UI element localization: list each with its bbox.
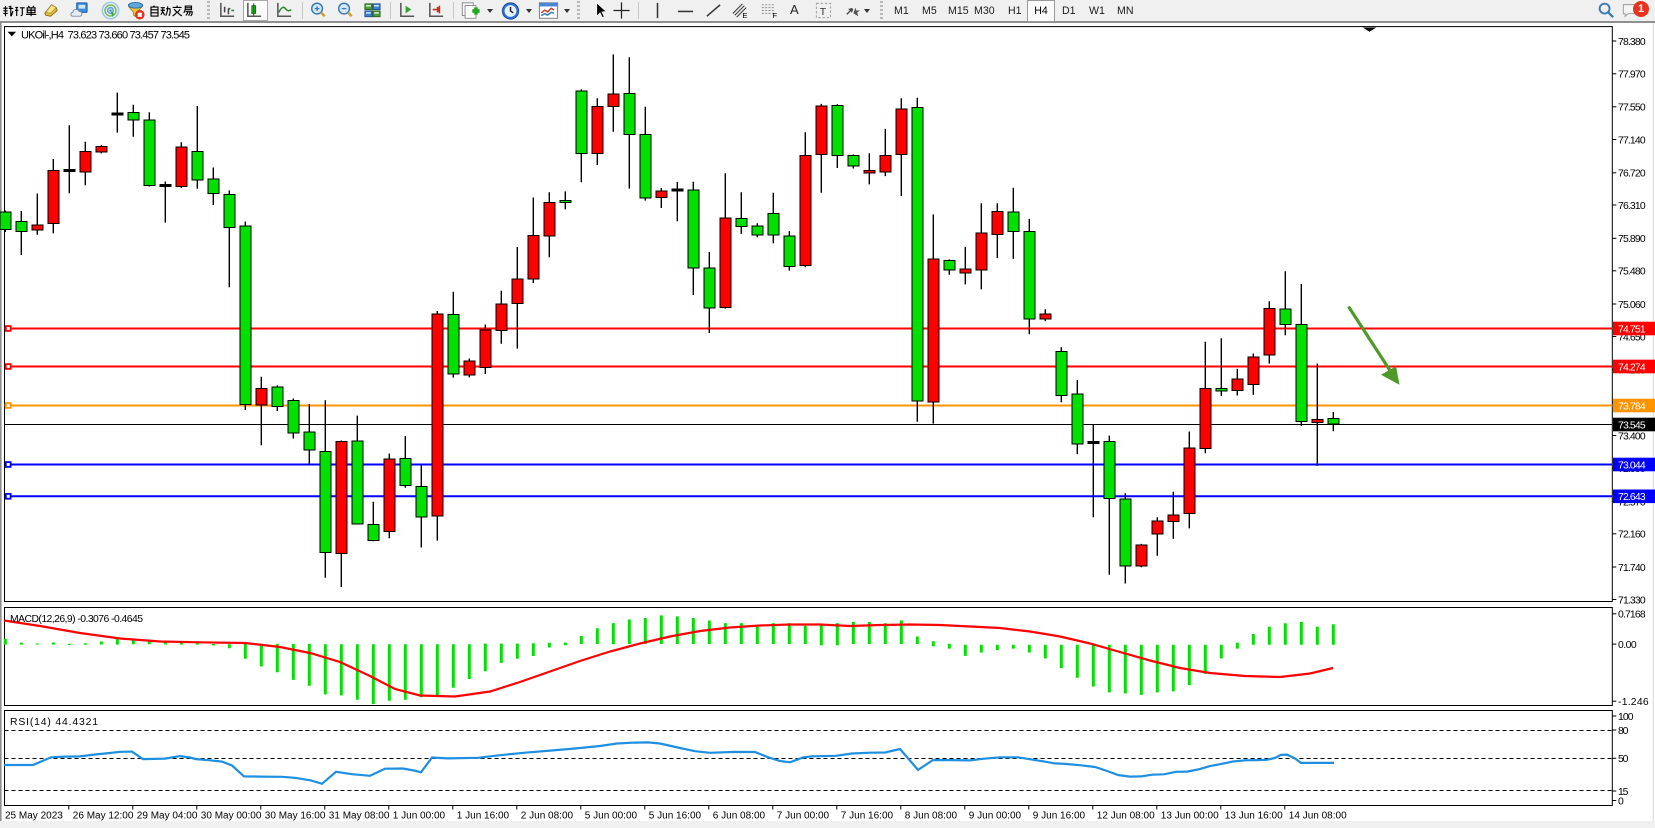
svg-text:14 Jun 08:00: 14 Jun 08:00 [1289, 811, 1347, 822]
svg-text:7 Jun 00:00: 7 Jun 00:00 [777, 811, 830, 822]
svg-text:E: E [742, 11, 747, 20]
svg-text:72.160: 72.160 [1618, 530, 1646, 541]
svg-text:5 Jun 16:00: 5 Jun 16:00 [649, 811, 702, 822]
svg-text:7 Jun 16:00: 7 Jun 16:00 [841, 811, 894, 822]
svg-text:73.545: 73.545 [1618, 420, 1646, 431]
svg-text:8 Jun 08:00: 8 Jun 08:00 [905, 811, 958, 822]
svg-text:0.00: 0.00 [1618, 640, 1637, 651]
svg-text:73.044: 73.044 [1618, 460, 1646, 471]
svg-text:13 Jun 00:00: 13 Jun 00:00 [1161, 811, 1219, 822]
svg-text:12 Jun 08:00: 12 Jun 08:00 [1097, 811, 1155, 822]
svg-text:74.650: 74.650 [1618, 332, 1646, 343]
svg-text:78.380: 78.380 [1618, 37, 1646, 48]
svg-text:75.890: 75.890 [1618, 234, 1646, 245]
svg-text:-1.246: -1.246 [1618, 697, 1649, 708]
svg-text:6 Jun 08:00: 6 Jun 08:00 [713, 811, 766, 822]
svg-text:75.060: 75.060 [1618, 300, 1646, 311]
svg-text:77.550: 77.550 [1618, 103, 1646, 114]
svg-text:9 Jun 16:00: 9 Jun 16:00 [1033, 811, 1086, 822]
svg-text:MACD(12,26,9) -0.3076 -0.4645: MACD(12,26,9) -0.3076 -0.4645 [10, 614, 143, 625]
svg-text:13 Jun 16:00: 13 Jun 16:00 [1225, 811, 1283, 822]
svg-text:T: T [820, 7, 827, 18]
svg-text:76.310: 76.310 [1618, 201, 1646, 212]
svg-text:0.7168: 0.7168 [1618, 610, 1646, 621]
svg-text:5 Jun 00:00: 5 Jun 00:00 [585, 811, 638, 822]
svg-text:1 Jun 16:00: 1 Jun 16:00 [457, 811, 510, 822]
svg-text:30 May 16:00: 30 May 16:00 [265, 811, 326, 822]
svg-text:77.140: 77.140 [1618, 135, 1646, 146]
svg-text:UKOil-,H4 73.623 73.660 73.45: UKOil-,H4 73.623 73.660 73.457 73.545 [21, 29, 190, 41]
svg-text:71.330: 71.330 [1618, 595, 1646, 606]
svg-text:26 May 12:00: 26 May 12:00 [73, 811, 134, 822]
svg-text:76.720: 76.720 [1618, 169, 1646, 180]
svg-text:31 May 08:00: 31 May 08:00 [329, 811, 390, 822]
svg-text:80: 80 [1618, 726, 1629, 737]
svg-text:77.970: 77.970 [1618, 70, 1646, 81]
svg-text:72.643: 72.643 [1618, 492, 1646, 503]
svg-text:73.784: 73.784 [1618, 401, 1646, 412]
svg-text:15: 15 [1618, 787, 1629, 798]
svg-text:74.274: 74.274 [1618, 362, 1646, 373]
svg-text:RSI(14) 44.4321: RSI(14) 44.4321 [10, 717, 98, 728]
svg-text:9 Jun 00:00: 9 Jun 00:00 [969, 811, 1022, 822]
svg-text:2 Jun 08:00: 2 Jun 08:00 [521, 811, 574, 822]
svg-text:29 May 04:00: 29 May 04:00 [137, 811, 198, 822]
svg-text:50: 50 [1618, 754, 1629, 765]
svg-text:30 May 00:00: 30 May 00:00 [201, 811, 262, 822]
svg-text:71.740: 71.740 [1618, 563, 1646, 574]
svg-text:73.400: 73.400 [1618, 431, 1646, 442]
svg-text:74.751: 74.751 [1618, 324, 1646, 335]
svg-text:1 Jun 00:00: 1 Jun 00:00 [393, 811, 446, 822]
svg-text:0: 0 [1618, 796, 1624, 807]
svg-text:75.480: 75.480 [1618, 267, 1646, 278]
svg-text:25 May 2023: 25 May 2023 [5, 811, 63, 822]
svg-text:F: F [772, 11, 777, 20]
svg-text:100: 100 [1618, 712, 1634, 723]
